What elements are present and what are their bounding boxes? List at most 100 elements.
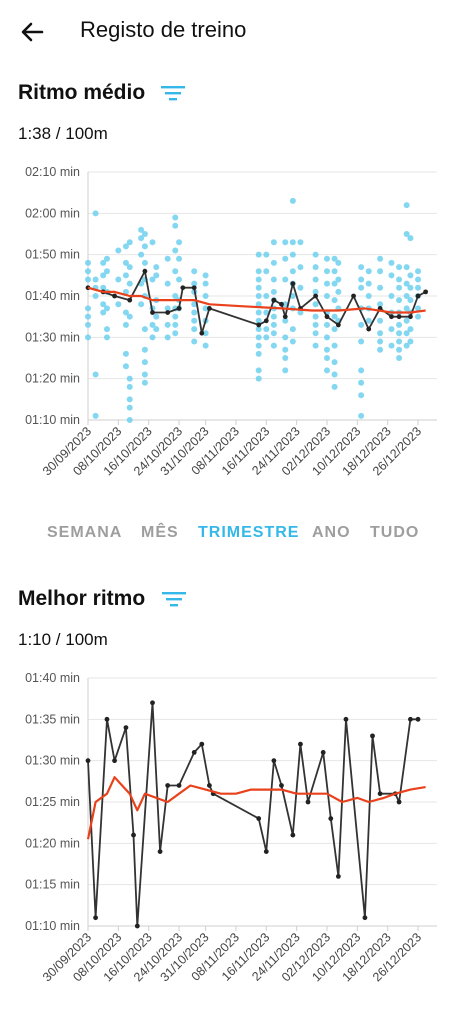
scatter-point bbox=[100, 284, 107, 291]
scatter-point bbox=[85, 259, 91, 266]
y-tick-label: 01:30 min bbox=[25, 330, 80, 344]
filter-icon[interactable] bbox=[160, 83, 186, 103]
scatter-point bbox=[403, 231, 410, 237]
y-tick-label: 01:15 min bbox=[25, 878, 80, 892]
scatter-point bbox=[323, 268, 330, 275]
scatter-point bbox=[122, 309, 129, 316]
scatter-point bbox=[365, 293, 372, 299]
scatter-point bbox=[403, 330, 410, 337]
scatter-point bbox=[270, 288, 277, 295]
scatter-point bbox=[396, 264, 403, 271]
scatter-point bbox=[396, 321, 403, 328]
scatter-point bbox=[85, 305, 91, 312]
scatter-point bbox=[270, 330, 277, 337]
scatter-point bbox=[358, 276, 365, 283]
scatter-point bbox=[282, 301, 289, 308]
scatter-point bbox=[149, 334, 156, 341]
scatter-point bbox=[358, 321, 365, 328]
line-point bbox=[290, 832, 296, 838]
line-point bbox=[343, 716, 349, 722]
tab-trimestre[interactable]: TRIMESTRE bbox=[198, 524, 300, 541]
scatter-point bbox=[164, 334, 171, 341]
line-point bbox=[335, 322, 341, 328]
scatter-point bbox=[365, 268, 372, 275]
line-point bbox=[165, 783, 171, 788]
scatter-point bbox=[270, 259, 277, 266]
scatter-point bbox=[377, 317, 384, 324]
scatter-point bbox=[331, 313, 338, 320]
scatter-point bbox=[122, 259, 129, 266]
scatter-point bbox=[172, 330, 179, 337]
arrow-left-icon[interactable] bbox=[18, 18, 46, 46]
scatter-point bbox=[282, 346, 289, 353]
scatter-point bbox=[282, 334, 289, 341]
scatter-point bbox=[365, 317, 372, 324]
scatter-point bbox=[377, 255, 384, 262]
scatter-point bbox=[103, 305, 110, 312]
scatter-point bbox=[138, 226, 145, 233]
scatter-point bbox=[149, 239, 156, 246]
scatter-point bbox=[403, 317, 410, 324]
line-point bbox=[180, 285, 186, 291]
scatter-point bbox=[202, 293, 209, 299]
line-point bbox=[142, 268, 148, 274]
tab-ano[interactable]: ANO bbox=[312, 524, 351, 541]
scatter-point bbox=[85, 268, 91, 275]
scatter-point bbox=[415, 276, 422, 283]
scatter-point bbox=[312, 342, 319, 349]
best-pace-value: 1:10 / 100m bbox=[18, 630, 108, 649]
scatter-point bbox=[149, 321, 156, 328]
line-point bbox=[191, 750, 197, 755]
scatter-point bbox=[388, 259, 395, 266]
line-point bbox=[408, 314, 413, 320]
scatter-point bbox=[282, 255, 289, 262]
scatter-point bbox=[403, 293, 410, 299]
scatter-point bbox=[358, 284, 365, 291]
line-point bbox=[324, 314, 330, 320]
line-point bbox=[370, 733, 375, 739]
scatter-point bbox=[153, 326, 160, 333]
scatter-point bbox=[202, 330, 209, 337]
scatter-point bbox=[100, 272, 107, 279]
scatter-point bbox=[100, 309, 107, 316]
tab-mes[interactable]: MÊS bbox=[141, 524, 179, 541]
scatter-point bbox=[407, 297, 414, 304]
scatter-point bbox=[270, 321, 277, 328]
scatter-point bbox=[388, 272, 395, 279]
y-tick-label: 01:10 min bbox=[25, 413, 80, 427]
line-point bbox=[320, 750, 326, 755]
scatter-point bbox=[103, 255, 110, 262]
scatter-point bbox=[92, 293, 99, 299]
scatter-point bbox=[297, 284, 304, 291]
scatter-point bbox=[255, 309, 262, 316]
tab-tudo[interactable]: TUDO bbox=[370, 524, 420, 541]
line-point bbox=[256, 816, 262, 821]
scatter-point bbox=[297, 264, 304, 271]
series-line bbox=[87, 701, 418, 927]
scatter-point bbox=[407, 284, 414, 291]
scatter-point bbox=[191, 326, 198, 333]
scatter-point bbox=[415, 284, 422, 291]
scatter-point bbox=[270, 313, 277, 320]
scatter-point bbox=[126, 396, 133, 403]
scatter-point bbox=[331, 268, 338, 275]
scatter-point bbox=[282, 367, 289, 374]
scatter-point bbox=[312, 321, 319, 328]
page-title: Registo de treino bbox=[80, 17, 247, 42]
tab-semana[interactable]: SEMANA bbox=[47, 524, 123, 541]
scatter-point bbox=[323, 321, 330, 328]
scatter-point bbox=[289, 251, 296, 258]
scatter-point bbox=[191, 268, 198, 275]
scatter-point bbox=[191, 309, 198, 316]
scatter-point bbox=[396, 297, 403, 304]
scatter-point bbox=[103, 268, 110, 275]
filter-icon[interactable] bbox=[161, 589, 187, 609]
line-point bbox=[165, 310, 171, 315]
scatter-point bbox=[85, 313, 91, 320]
period-tabs: SEMANA MÊS TRIMESTRE ANO TUDO bbox=[0, 520, 462, 550]
y-tick-label: 01:40 min bbox=[25, 289, 80, 303]
line-point bbox=[305, 799, 311, 805]
scatter-point bbox=[255, 334, 262, 341]
scatter-point bbox=[331, 371, 338, 378]
line-point bbox=[377, 791, 383, 797]
